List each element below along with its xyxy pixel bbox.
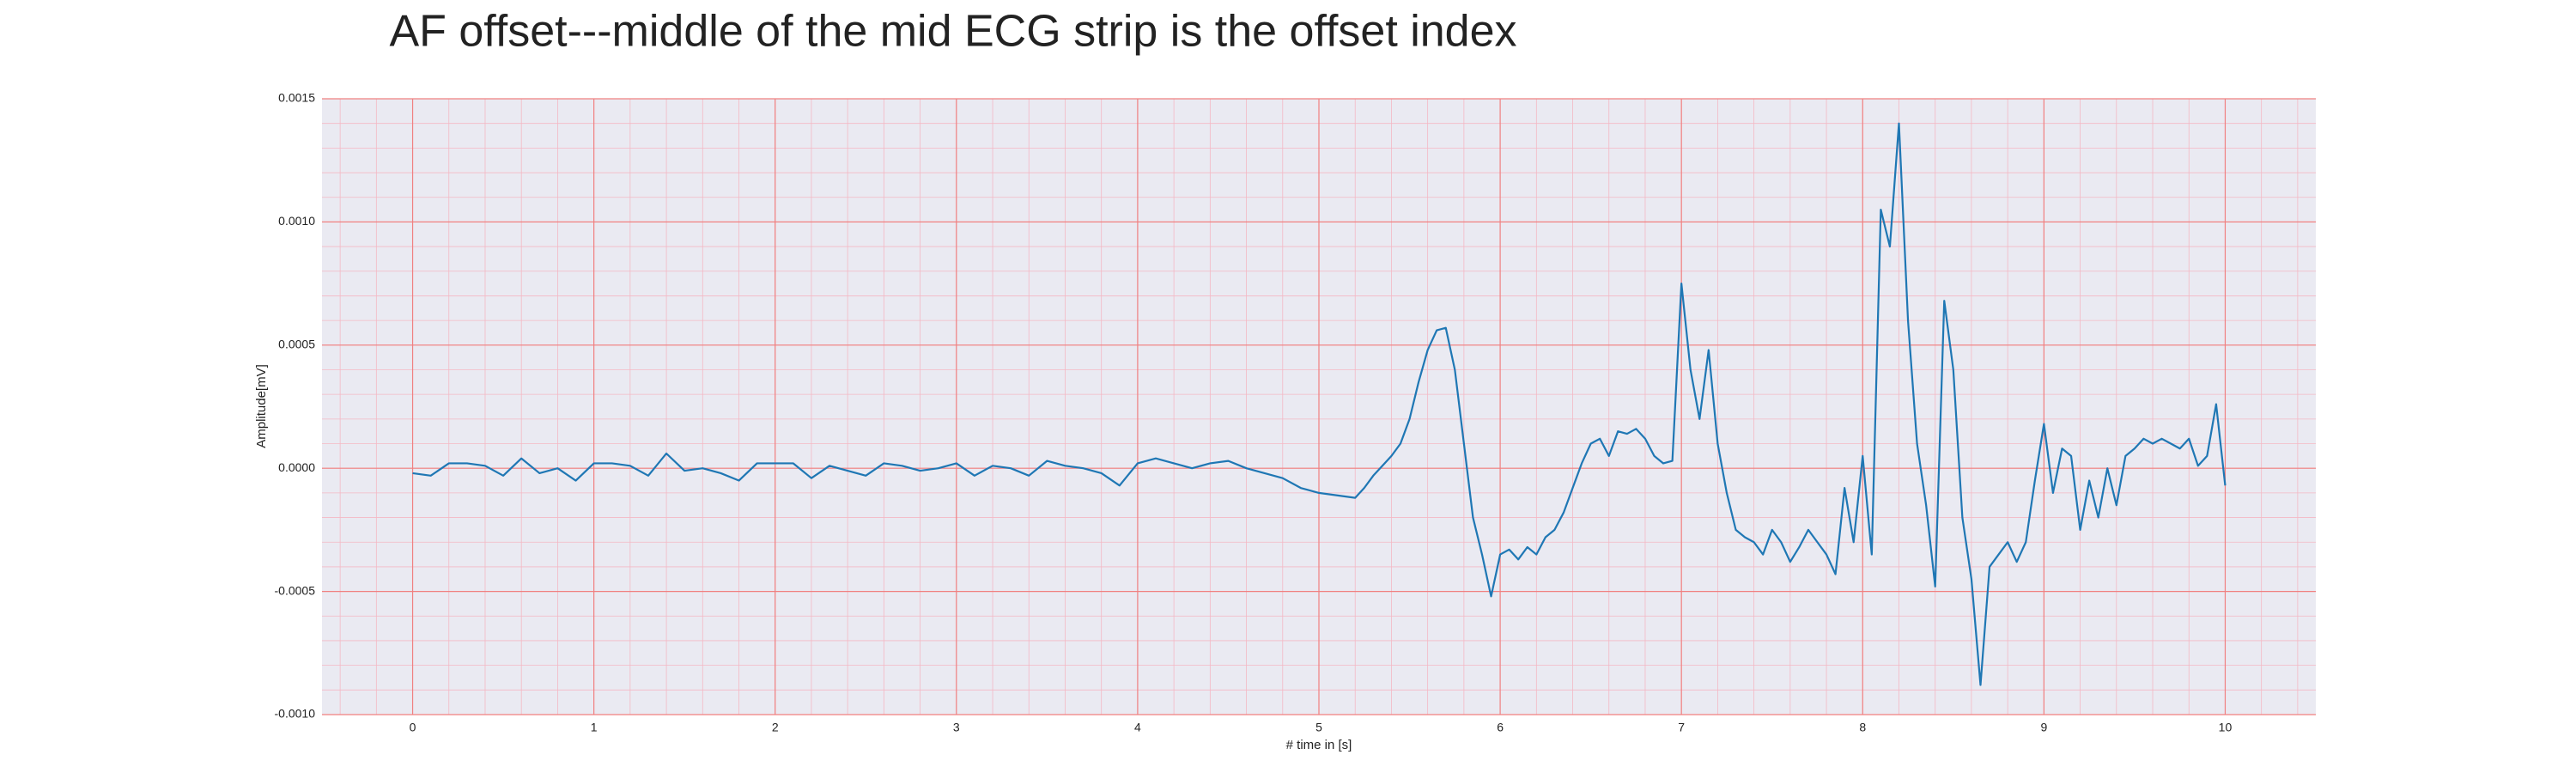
- x-tick-label: 5: [1315, 721, 1322, 734]
- chart-title: AF offset---middle of the mid ECG strip …: [389, 7, 1516, 57]
- x-axis-label: # time in [s]: [1286, 738, 1352, 752]
- x-tick-label: 2: [772, 721, 779, 734]
- x-tick-label: 1: [591, 721, 598, 734]
- y-tick-label: 0.0000: [278, 460, 315, 474]
- x-tick-label: 4: [1134, 721, 1141, 734]
- x-tick-label: 0: [410, 721, 416, 734]
- major-grid: [322, 98, 2316, 715]
- y-axis-label: Amplitude[mV]: [254, 364, 269, 448]
- y-tick-label: -0.0005: [275, 583, 316, 597]
- x-tick-label: 10: [2219, 721, 2233, 734]
- ecg-line: [412, 122, 2227, 686]
- x-tick-label: 8: [1859, 721, 1866, 734]
- y-tick-label: 0.0015: [278, 91, 315, 105]
- y-tick-label: 0.0005: [278, 338, 315, 351]
- x-tick-label: 7: [1678, 721, 1685, 734]
- y-tick-label: -0.0010: [275, 707, 316, 721]
- x-tick-label: 3: [953, 721, 960, 734]
- x-tick-label: 6: [1497, 721, 1504, 734]
- y-tick-label: 0.0010: [278, 214, 315, 228]
- x-tick-label: 9: [2040, 721, 2047, 734]
